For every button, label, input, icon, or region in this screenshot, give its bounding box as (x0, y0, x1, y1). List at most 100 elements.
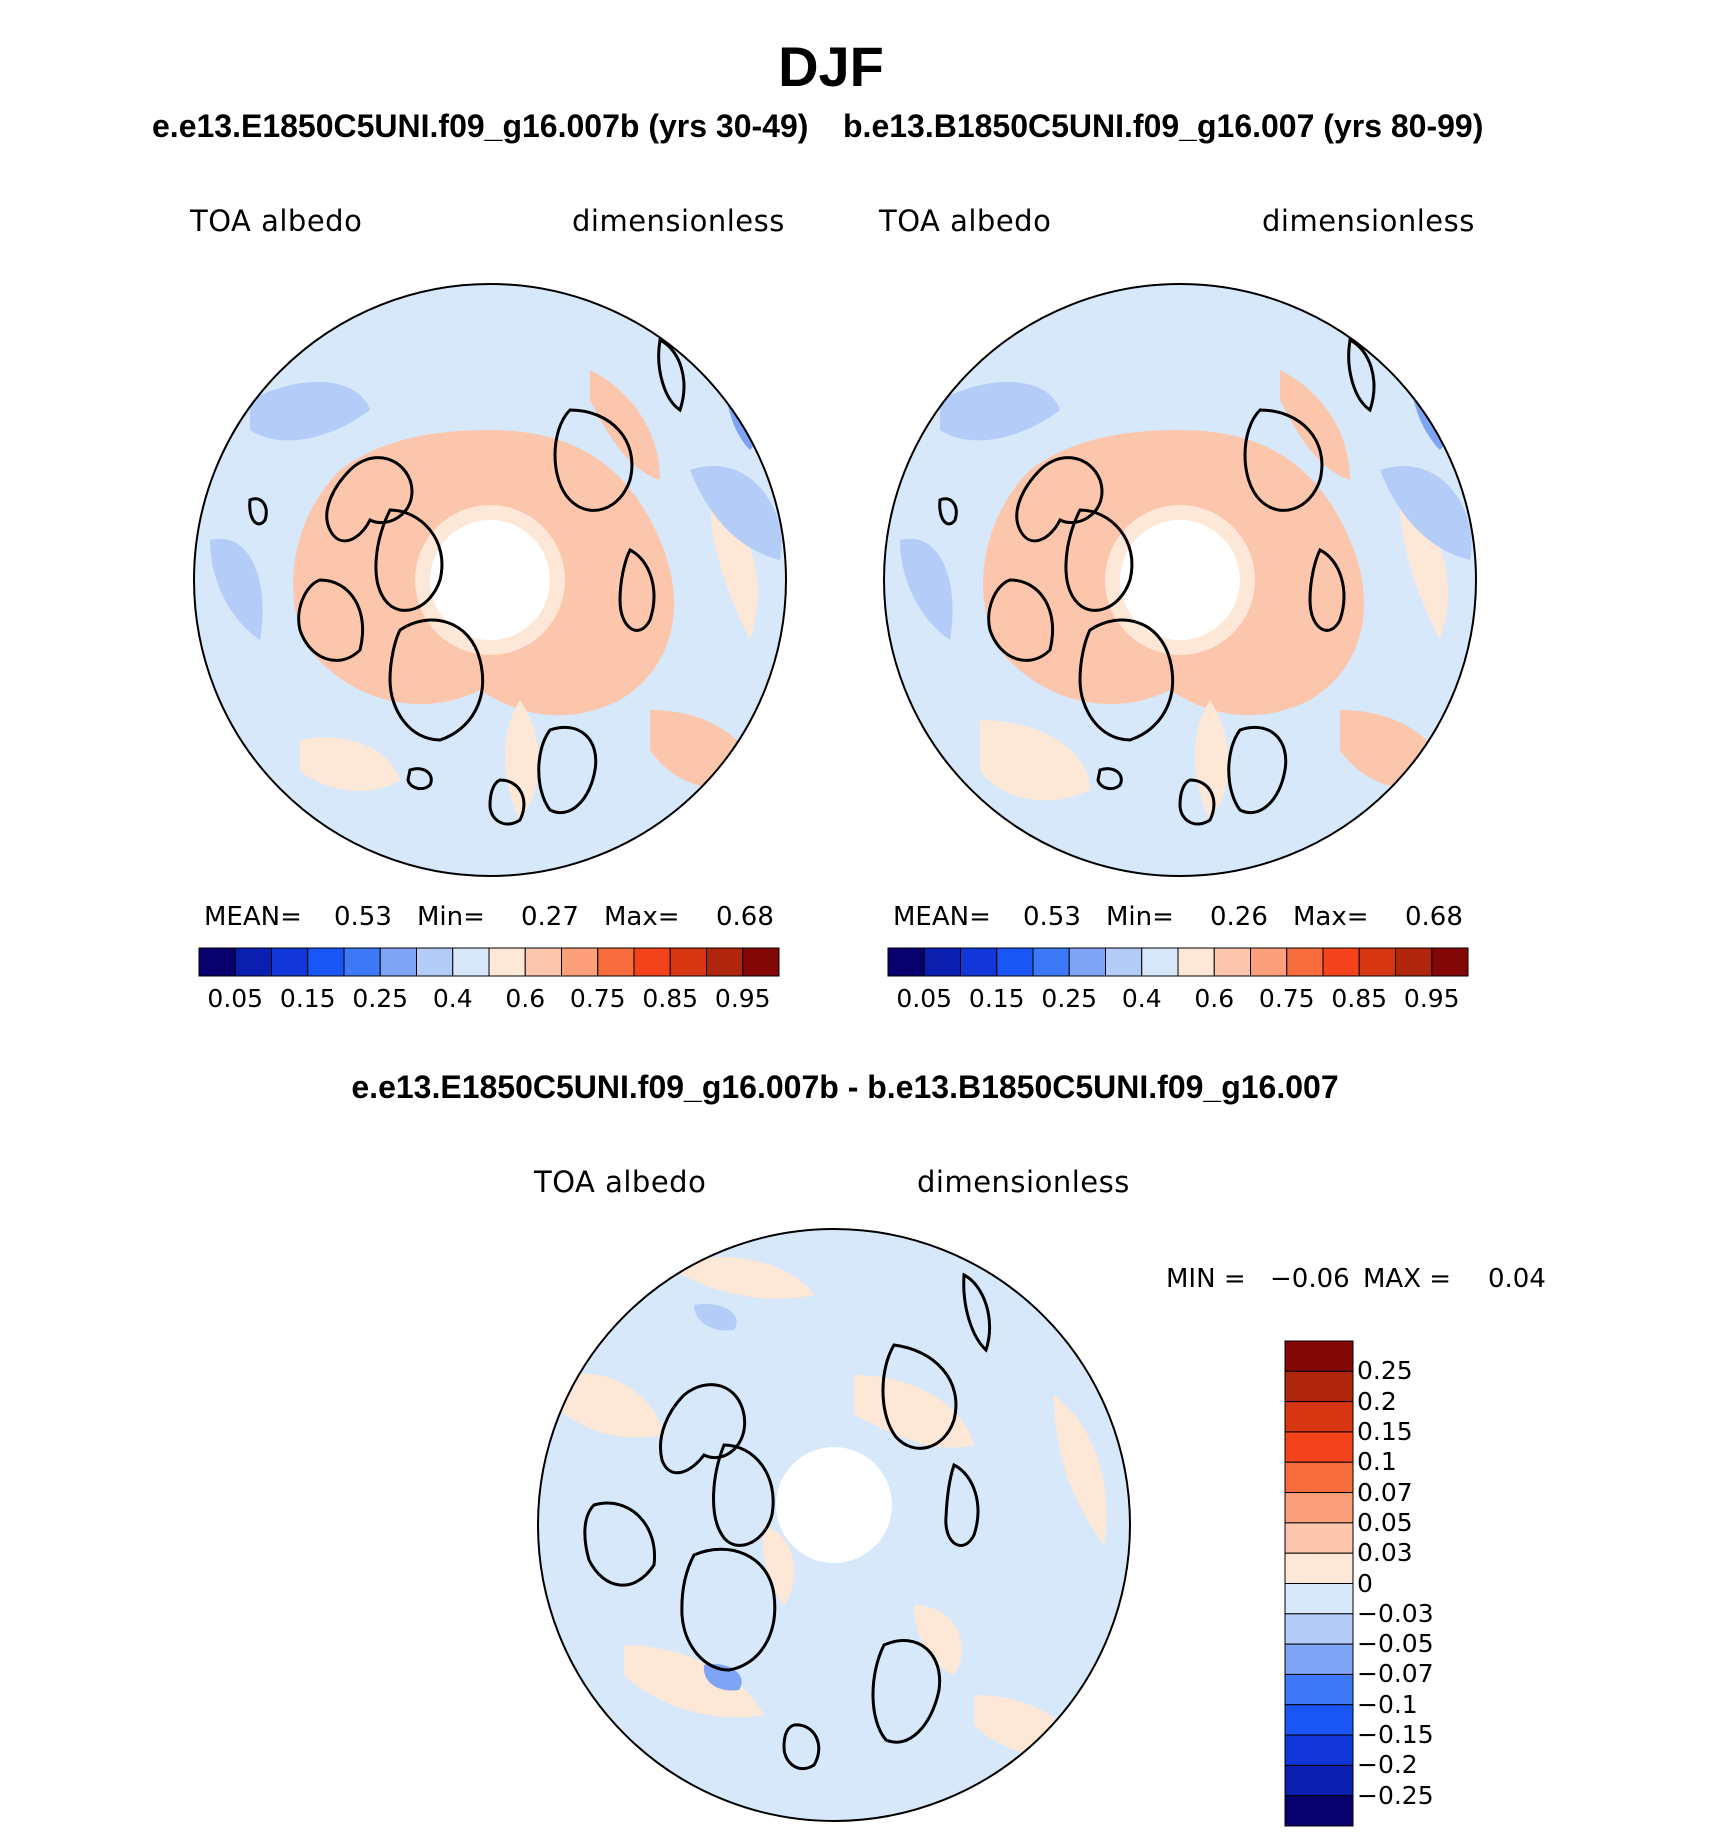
panel-2-max-label: Max= (1293, 902, 1369, 932)
colorbar-case-1-swatch (198, 947, 236, 977)
colorbar-case-2-swatch (960, 947, 998, 977)
colorbar-case-2-swatch (1213, 947, 1251, 977)
colorbar-difference-tick-label: 0 (1357, 1568, 1373, 1598)
colorbar-case-1-swatch (416, 947, 454, 977)
colorbar-case-1-tick-label: 0.75 (569, 984, 626, 1013)
colorbar-difference-swatch (1284, 1734, 1354, 1766)
colorbar-case-1-swatch (488, 947, 526, 977)
colorbar-case-1-swatch (452, 947, 490, 977)
colorbar-case-2-tick-label: 0.15 (968, 984, 1025, 1013)
colorbar-case-2-swatch (1250, 947, 1288, 977)
colorbar-difference-tick-label: 0.1 (1357, 1447, 1397, 1477)
colorbar-case-1-tick-label: 0.6 (505, 984, 546, 1013)
colorbar-difference-swatch (1284, 1522, 1354, 1554)
page-title: DJF (778, 35, 884, 98)
panel-2-min-label: Min= (1106, 902, 1174, 932)
panel-1-min-label: Min= (417, 902, 485, 932)
colorbar-case-1-swatch (271, 947, 309, 977)
colorbar-case-1-tick-label: 0.95 (714, 984, 771, 1013)
panel-1-mean-value: 0.53 (334, 902, 392, 932)
panel-3-min-value: −0.06 (1270, 1264, 1350, 1294)
panel-2-mean-label: MEAN= (893, 902, 991, 932)
colorbar-case-2-swatch (1286, 947, 1324, 977)
colorbar-difference-swatch (1284, 1795, 1354, 1827)
colorbar-difference-swatch (1284, 1370, 1354, 1403)
colorbar-difference-swatch (1284, 1340, 1354, 1372)
colorbar-case-1-tick-label: 0.05 (207, 984, 264, 1013)
panel-2-variable: TOA albedo (879, 204, 1052, 238)
difference-title: e.e13.E1850C5UNI.f09_g16.007b - b.e13.B1… (351, 1069, 1339, 1105)
colorbar-difference-tick-label: −0.03 (1357, 1598, 1434, 1628)
colorbar-difference-tick-label: 0.25 (1357, 1356, 1413, 1386)
colorbar-case-2-swatch (1431, 947, 1469, 977)
colorbar-case-2-swatch (1068, 947, 1106, 977)
colorbar-difference-swatch (1284, 1431, 1354, 1463)
panel-1-max-value: 0.68 (716, 902, 774, 932)
panel-3-max-value: 0.04 (1488, 1264, 1546, 1294)
colorbar-case-1-tick-label: 0.15 (279, 984, 336, 1013)
colorbar-case-1-swatch (379, 947, 417, 977)
colorbar-difference-swatch (1284, 1583, 1354, 1615)
colorbar-case-2-tick-label: 0.05 (896, 984, 953, 1013)
colorbar-difference-swatch (1284, 1552, 1354, 1584)
colorbar-difference-tick-label: −0.25 (1357, 1780, 1434, 1810)
colorbar-case-2-swatch (1358, 947, 1396, 977)
colorbar-difference-swatch (1284, 1401, 1354, 1433)
colorbar-case-2-swatch (887, 947, 925, 977)
colorbar-difference-tick-label: −0.1 (1357, 1689, 1418, 1719)
polar-map-difference (537, 1228, 1131, 1822)
panel-1-units: dimensionless (572, 204, 785, 238)
colorbar-difference-swatch (1284, 1492, 1354, 1524)
panel-3-max-label: MAX = (1363, 1264, 1452, 1294)
colorbar-difference-swatch (1284, 1643, 1354, 1675)
colorbar-case-2-swatch (1141, 947, 1179, 977)
panel-2-mean-value: 0.53 (1023, 902, 1081, 932)
colorbar-case-2-swatch (996, 947, 1034, 977)
colorbar-case-2-tick-label: 0.4 (1121, 984, 1162, 1013)
colorbar-case-2-swatch (1177, 947, 1215, 977)
colorbar-case-1 (198, 947, 780, 977)
panel-3-units: dimensionless (917, 1165, 1130, 1199)
colorbar-case-2 (887, 947, 1469, 977)
colorbar-case-2-swatch (1032, 947, 1070, 977)
polar-map-case-2 (883, 283, 1477, 877)
panel-2-min-value: 0.26 (1210, 902, 1268, 932)
colorbar-case-2-tick-label: 0.85 (1331, 984, 1388, 1013)
colorbar-difference-tick-label: 0.05 (1357, 1507, 1413, 1537)
colorbar-case-1-swatch (597, 947, 635, 977)
colorbar-difference-tick-label: −0.07 (1357, 1659, 1434, 1689)
panel-3-variable: TOA albedo (534, 1165, 707, 1199)
polar-map-case-1 (193, 283, 787, 877)
panel-1-variable: TOA albedo (190, 204, 363, 238)
panel-3-min-label: MIN = (1166, 1264, 1246, 1294)
colorbar-difference (1284, 1340, 1354, 1827)
colorbar-case-2-swatch (923, 947, 961, 977)
colorbar-case-1-swatch (343, 947, 381, 977)
colorbar-difference-swatch (1284, 1704, 1354, 1736)
panel-1-max-label: Max= (604, 902, 680, 932)
panel-1-min-value: 0.27 (521, 902, 579, 932)
colorbar-case-2-tick-label: 0.75 (1258, 984, 1315, 1013)
colorbar-difference-tick-label: 0.2 (1357, 1386, 1397, 1416)
colorbar-difference-tick-label: −0.2 (1357, 1750, 1418, 1780)
colorbar-case-1-tick-label: 0.4 (432, 984, 473, 1013)
colorbar-case-2-tick-label: 0.95 (1403, 984, 1460, 1013)
colorbar-case-2-tick-label: 0.6 (1194, 984, 1235, 1013)
subtitle-case-1: e.e13.E1850C5UNI.f09_g16.007b (yrs 30-49… (152, 108, 809, 144)
colorbar-case-1-swatch (307, 947, 345, 977)
colorbar-case-1-swatch (561, 947, 599, 977)
colorbar-case-1-swatch (524, 947, 562, 977)
colorbar-case-1-swatch (633, 947, 671, 977)
colorbar-difference-swatch (1284, 1764, 1354, 1797)
subtitle-case-2: b.e13.B1850C5UNI.f09_g16.007 (yrs 80-99) (843, 108, 1484, 144)
colorbar-case-2-tick-label: 0.25 (1041, 984, 1098, 1013)
colorbar-case-1-tick-label: 0.85 (642, 984, 699, 1013)
colorbar-case-1-tick-label: 0.25 (352, 984, 409, 1013)
colorbar-case-1-swatch (669, 947, 707, 977)
colorbar-difference-swatch (1284, 1673, 1354, 1706)
colorbar-case-1-swatch (706, 947, 744, 977)
colorbar-difference-swatch (1284, 1461, 1354, 1494)
panel-2-max-value: 0.68 (1405, 902, 1463, 932)
colorbar-difference-tick-label: 0.03 (1357, 1538, 1413, 1568)
colorbar-case-2-swatch (1395, 947, 1433, 977)
